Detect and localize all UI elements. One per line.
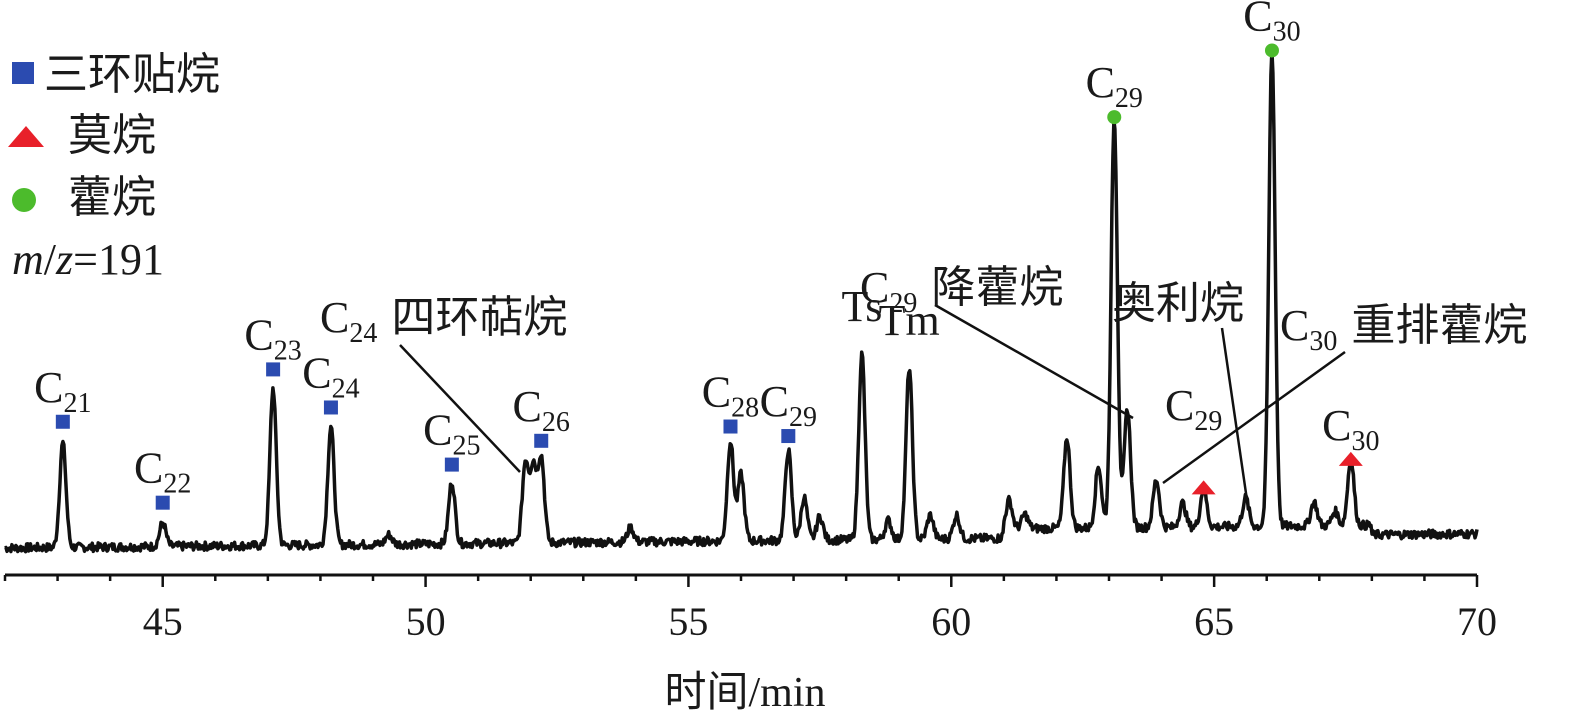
peak-label: C23	[244, 310, 301, 366]
peak-markers	[55, 43, 1363, 510]
callout-prefix: C	[1280, 301, 1309, 350]
x-tick-label: 50	[406, 599, 446, 644]
legend-label-hopane: 藿烷	[68, 173, 156, 222]
callout-text: 奥利烷	[1112, 279, 1244, 328]
peak-label-text: C	[1243, 0, 1272, 40]
peak-label-text: C	[702, 368, 731, 417]
mz-z: z	[55, 235, 73, 284]
peak-label-subscript: 30	[1352, 426, 1380, 457]
tricyclic-marker	[723, 419, 738, 434]
peak-label-text: Tm	[879, 296, 940, 345]
callout-subscript: 30	[1309, 326, 1337, 357]
peak-label: Ts	[841, 282, 882, 331]
peak-label: C29	[760, 377, 817, 433]
callout-line	[1220, 327, 1250, 508]
callout-label: C30 重排藿烷	[1280, 301, 1527, 357]
callout-line	[399, 344, 521, 473]
peak-label: Tm	[879, 296, 940, 345]
x-tick-label: 55	[668, 599, 708, 644]
peak-label: C26	[513, 382, 570, 438]
peak-label-subscript: 25	[453, 431, 481, 462]
peak-label-subscript: 29	[1115, 83, 1143, 114]
hopane-marker	[1264, 43, 1279, 58]
callout-prefix: C	[860, 263, 889, 312]
peak-label-subscript: 21	[64, 388, 92, 419]
x-tick-label: 60	[931, 599, 971, 644]
mz-label: m/z=191	[12, 235, 164, 284]
tricyclic-marker	[55, 414, 70, 429]
x-tick-label: 70	[1457, 599, 1497, 644]
peak-label: C28	[702, 368, 759, 424]
peak-label-text: C	[513, 382, 542, 431]
tricyclic-marker	[444, 457, 459, 472]
mz-m: m	[12, 235, 44, 284]
chromatogram-trace	[4, 48, 1479, 554]
callout-prefix: C	[1165, 381, 1194, 430]
peak-label-text: C	[423, 406, 452, 455]
mz-slash: /	[44, 235, 57, 284]
callout-subscript: 29	[1194, 406, 1222, 437]
callout-label: C24 四环萜烷	[320, 293, 567, 349]
peak-label: C30	[1243, 0, 1300, 47]
callout-line	[1162, 350, 1346, 485]
x-axis-label: 时间/min	[664, 670, 825, 716]
callout-label: 奥利烷	[1112, 279, 1244, 328]
peak-label-text: C	[34, 363, 63, 412]
x-axis: 45 50 55 60 65 70	[3, 573, 1497, 644]
moretane-marker	[1338, 451, 1363, 466]
x-tick-label: 65	[1194, 599, 1234, 644]
peak-label: C25	[423, 406, 480, 462]
tricyclic-marker	[781, 429, 796, 444]
peak-label-text: Ts	[841, 282, 882, 331]
callout-subscript: 24	[349, 318, 377, 349]
callout-subscript: 29	[889, 288, 917, 319]
peak-label: C24	[302, 348, 359, 404]
peak-label-subscript: 26	[542, 407, 570, 438]
peak-label-text: C	[760, 377, 789, 426]
x-tick-label: 45	[143, 599, 183, 644]
legend-triangle-marker	[8, 126, 44, 147]
peak-label-subscript: 23	[274, 335, 302, 366]
tricyclic-marker	[266, 362, 281, 377]
peak-label-text: C	[302, 348, 331, 397]
callout-line	[934, 303, 1134, 420]
peak-label: C30	[1322, 401, 1379, 457]
peak-label-subscript: 22	[163, 469, 191, 500]
callout-text: 重排藿烷	[1351, 301, 1527, 350]
callout-label: C29 降藿烷	[860, 263, 1063, 319]
callout-text: 降藿烷	[931, 263, 1063, 312]
peak-label-subscript: 29	[789, 402, 817, 433]
callout-label: C29	[1165, 381, 1222, 437]
peak-label: C29	[1086, 58, 1143, 114]
tricyclic-marker	[534, 433, 549, 448]
callout-text: 四环萜烷	[391, 293, 567, 342]
peak-label-text: C	[1086, 58, 1115, 107]
legend-label-tricyclic: 三环贴烷	[44, 50, 220, 99]
legend-circle-marker	[12, 188, 36, 212]
peak-label-text: C	[244, 310, 273, 359]
callout-prefix: C	[320, 293, 349, 342]
peak-label-text: C	[1322, 401, 1351, 450]
hopane-marker	[1107, 110, 1122, 125]
peak-label-text: C	[134, 444, 163, 493]
moretane-marker	[1191, 480, 1216, 495]
peak-label: C21	[34, 363, 91, 419]
callout-lines	[399, 303, 1346, 508]
peak-label-subscript: 28	[731, 393, 759, 424]
peak-label-subscript: 24	[332, 373, 360, 404]
mz-value: =191	[73, 235, 164, 284]
tricyclic-marker	[323, 400, 338, 415]
peak-label-subscript: 30	[1273, 16, 1301, 47]
tricyclic-marker	[155, 495, 170, 510]
peak-label: C22	[134, 444, 191, 500]
legend: 三环贴烷 莫烷 藿烷 m/z=191	[8, 50, 220, 284]
legend-square-marker	[12, 62, 34, 84]
legend-label-moretane: 莫烷	[68, 111, 156, 160]
